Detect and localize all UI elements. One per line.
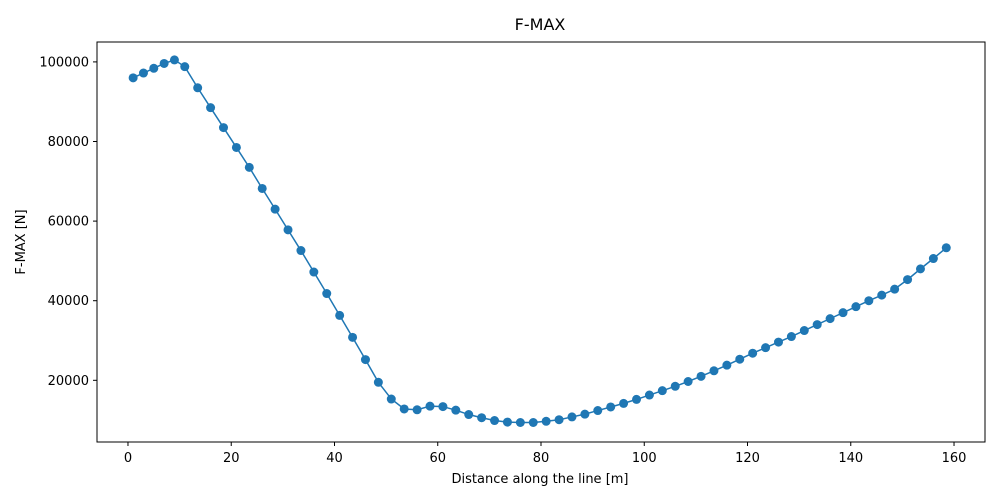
data-point xyxy=(761,343,771,353)
series-line xyxy=(132,59,947,424)
data-point xyxy=(877,290,887,300)
data-point xyxy=(541,416,551,426)
y-tick-label: 60000 xyxy=(48,215,89,230)
data-point xyxy=(644,390,654,400)
data-point xyxy=(451,405,461,415)
data-point xyxy=(296,246,306,256)
data-point xyxy=(231,142,241,152)
data-point xyxy=(438,402,448,412)
data-point xyxy=(683,377,693,386)
data-point xyxy=(851,302,861,312)
data-point xyxy=(244,162,254,172)
data-point xyxy=(464,410,474,420)
data-point xyxy=(373,377,383,387)
x-tick-label: 140 xyxy=(838,451,863,466)
y-axis-ticks: 20000 40000 60000 80000 100000 xyxy=(39,55,97,389)
data-point xyxy=(812,320,822,330)
x-tick-label: 0 xyxy=(124,451,132,466)
data-point xyxy=(425,401,435,411)
data-point xyxy=(149,63,159,73)
data-point xyxy=(554,415,564,425)
x-tick-label: 60 xyxy=(429,451,446,466)
data-point xyxy=(890,284,900,294)
data-point xyxy=(903,275,913,285)
y-tick-label: 40000 xyxy=(48,294,89,309)
data-point xyxy=(412,405,422,415)
data-point xyxy=(138,68,148,78)
data-point xyxy=(477,413,487,423)
data-point xyxy=(593,406,603,416)
data-point xyxy=(722,360,732,370)
data-point xyxy=(928,254,938,264)
data-point xyxy=(773,337,783,347)
data-point xyxy=(864,296,874,306)
data-point xyxy=(567,412,577,422)
data-point xyxy=(748,348,758,358)
y-tick-label: 100000 xyxy=(39,55,89,70)
data-point xyxy=(270,204,280,214)
x-tick-label: 160 xyxy=(942,451,967,466)
data-point xyxy=(502,417,512,427)
x-tick-label: 80 xyxy=(533,451,550,466)
x-tick-label: 40 xyxy=(326,451,343,466)
data-point xyxy=(825,314,835,324)
data-point xyxy=(169,55,179,65)
data-point xyxy=(657,386,667,396)
y-tick-label: 80000 xyxy=(48,135,89,150)
data-point xyxy=(696,371,706,381)
y-tick-label: 20000 xyxy=(48,374,89,389)
data-point xyxy=(128,73,138,83)
data-point xyxy=(670,381,680,391)
data-point xyxy=(735,354,745,364)
data-point xyxy=(799,326,809,336)
data-point xyxy=(915,264,925,274)
data-point xyxy=(632,394,642,404)
data-point xyxy=(386,394,396,404)
data-point xyxy=(193,83,203,93)
data-point xyxy=(709,366,719,376)
x-tick-label: 100 xyxy=(632,451,657,466)
data-point xyxy=(619,398,629,408)
data-point xyxy=(257,183,267,193)
data-point xyxy=(360,355,370,365)
data-point xyxy=(218,123,228,133)
data-point xyxy=(335,310,345,320)
x-axis-label: Distance along the line [m] xyxy=(452,472,629,487)
data-point xyxy=(180,62,190,72)
data-point xyxy=(786,332,796,342)
data-point xyxy=(206,103,216,113)
data-point xyxy=(490,416,500,426)
data-point xyxy=(606,402,616,412)
data-point xyxy=(399,404,409,414)
data-point xyxy=(941,243,951,253)
x-tick-label: 120 xyxy=(735,451,760,466)
x-tick-label: 20 xyxy=(223,451,240,466)
data-point xyxy=(283,225,293,235)
data-point xyxy=(528,418,538,427)
data-point xyxy=(309,267,319,277)
data-point xyxy=(515,418,525,427)
plot-area xyxy=(128,55,951,427)
data-point xyxy=(580,409,590,419)
y-axis-label: F-MAX [N] xyxy=(14,209,29,274)
x-axis-ticks: 0 20 40 60 80 100 120 140 160 xyxy=(124,442,967,466)
data-point xyxy=(348,332,358,342)
data-point xyxy=(322,289,332,299)
data-point xyxy=(159,58,169,68)
axes-frame xyxy=(96,41,986,443)
chart-title: F-MAX xyxy=(515,15,566,34)
data-point xyxy=(838,308,848,318)
